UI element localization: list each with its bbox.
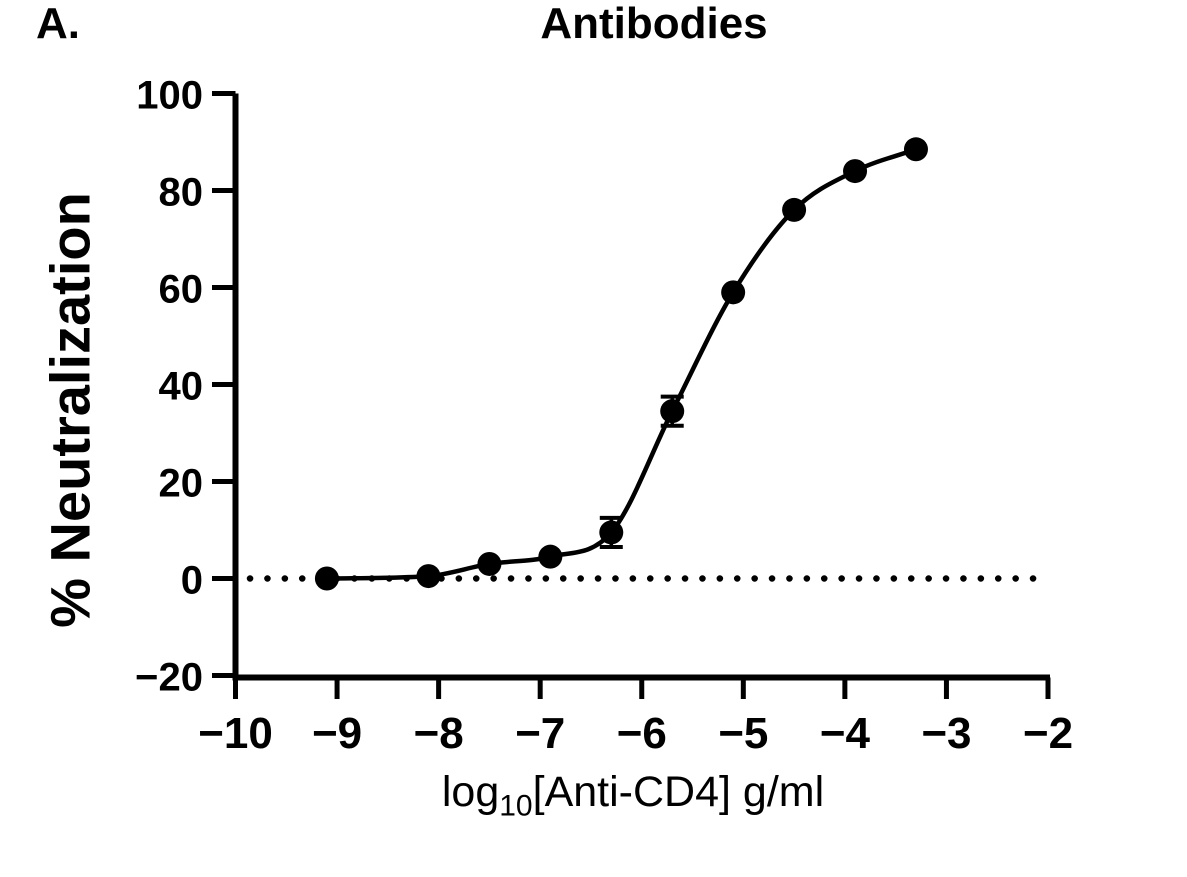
y-tick-label: 20 bbox=[159, 462, 204, 506]
x-tick-label: −5 bbox=[718, 709, 768, 758]
y-tick-label: 80 bbox=[159, 171, 204, 215]
y-tick-label: 60 bbox=[159, 268, 204, 312]
data-point bbox=[660, 399, 685, 424]
data-point bbox=[599, 520, 624, 545]
y-tick-label: 100 bbox=[136, 74, 203, 118]
x-tick-label: −8 bbox=[414, 709, 464, 758]
data-point bbox=[538, 544, 563, 569]
data-point bbox=[416, 564, 441, 589]
x-axis-label: log10[Anti-CD4] g/ml bbox=[233, 768, 1033, 821]
data-point bbox=[903, 137, 928, 162]
x-tick-label: −4 bbox=[820, 709, 871, 758]
x-tick-label: −2 bbox=[1023, 709, 1073, 758]
x-axis-label-pre: log bbox=[441, 768, 500, 816]
y-tick-label: −20 bbox=[135, 656, 203, 700]
data-point bbox=[477, 551, 502, 576]
x-tick-label: −7 bbox=[515, 709, 565, 758]
fit-curve bbox=[326, 147, 917, 581]
x-tick-label: −3 bbox=[921, 709, 971, 758]
chart-title: Antibodies bbox=[540, 0, 768, 48]
x-axis-label-post: [Anti-CD4] g/ml bbox=[532, 768, 825, 816]
panel-label: A. bbox=[36, 0, 80, 48]
x-tick-label: −9 bbox=[312, 709, 362, 758]
data-point bbox=[782, 197, 807, 222]
y-tick-label: 0 bbox=[181, 559, 203, 603]
x-axis-label-subscript: 10 bbox=[499, 789, 533, 823]
data-point bbox=[314, 566, 339, 591]
y-tick-label: 40 bbox=[159, 365, 204, 409]
x-tick-label: −10 bbox=[198, 709, 273, 758]
data-point bbox=[843, 159, 868, 184]
data-point bbox=[721, 280, 746, 305]
x-tick-label: −6 bbox=[617, 709, 667, 758]
